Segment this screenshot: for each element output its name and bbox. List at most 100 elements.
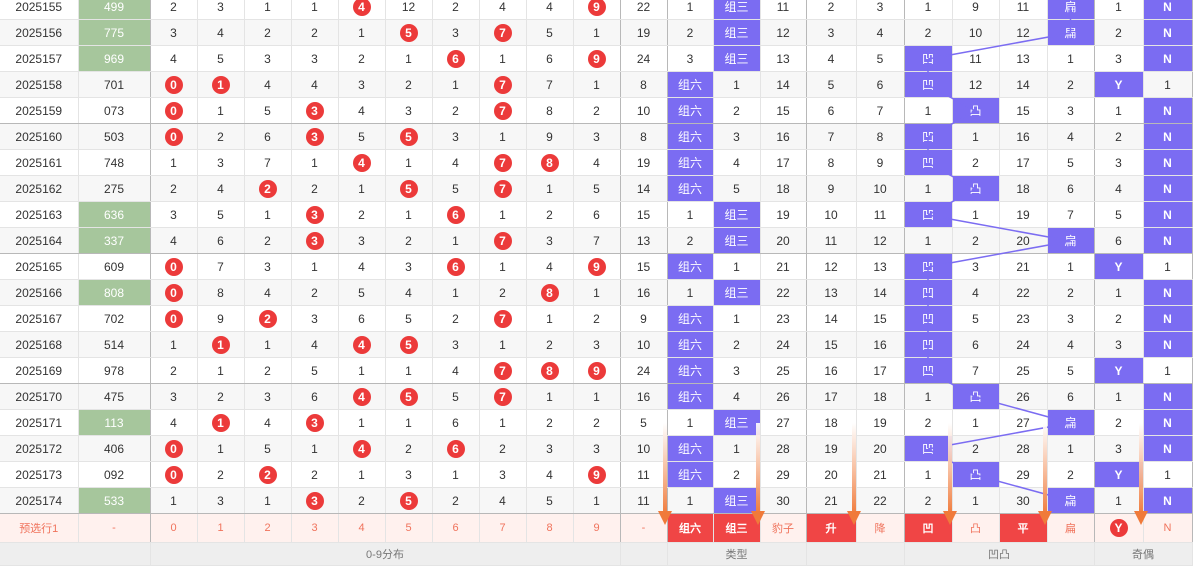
preselect-type-0[interactable]: 组六 — [667, 513, 714, 543]
preselect-updown-0[interactable]: 升 — [806, 513, 857, 543]
digit-2-cell: 3 — [244, 383, 292, 410]
preselect-digit-9[interactable]: 9 — [573, 513, 621, 543]
type-cell-1: 组三 — [713, 19, 761, 46]
updown-cell-0: 18 — [806, 409, 857, 436]
digit-6-cell: 4 — [432, 357, 480, 384]
digit-6-cell: 2 — [432, 97, 480, 124]
issue-cell: 2025174 — [0, 487, 79, 514]
issue-cell: 2025166 — [0, 279, 79, 306]
preselect-odd-0[interactable]: Y — [1094, 513, 1144, 543]
digit-1-cell: 6 — [197, 227, 245, 254]
red-ball: 6 — [446, 257, 465, 276]
digit-3-cell: 3 — [291, 305, 339, 332]
preselect-digit-7[interactable]: 7 — [479, 513, 527, 543]
digit-5-cell: 1 — [385, 357, 433, 384]
updown-cell-0: 17 — [806, 383, 857, 410]
digit-3-cell: 1 — [291, 149, 339, 176]
preselect-type-1[interactable]: 组三 — [713, 513, 761, 543]
preselect-shape-1[interactable]: 凸 — [952, 513, 1000, 543]
red-ball: 1 — [211, 75, 230, 94]
updown-cell-1: 15 — [856, 305, 905, 332]
type-cell-1: 组三 — [713, 279, 761, 306]
preselect-digit-3[interactable]: 3 — [291, 513, 339, 543]
shape-cell-3: 5 — [1047, 357, 1095, 384]
sum-cell: 19 — [620, 149, 668, 176]
digit-8-cell: 8 — [526, 97, 574, 124]
updown-cell-1: 20 — [856, 435, 905, 462]
type-cell-0: 组六 — [667, 71, 714, 98]
digit-6-cell: 5 — [432, 175, 480, 202]
type-cell-2: 12 — [760, 19, 807, 46]
type-cell-0: 组六 — [667, 357, 714, 384]
digit-9-cell: 1 — [573, 487, 621, 514]
digit-8-cell: 1 — [526, 383, 574, 410]
digit-1-cell: 2 — [197, 383, 245, 410]
preselect-digit-5[interactable]: 5 — [385, 513, 433, 543]
odd-cell-0: 1 — [1094, 487, 1144, 514]
digit-8-cell: 5 — [526, 19, 574, 46]
preselect-shape-3[interactable]: 扁 — [1047, 513, 1095, 543]
type-cell-1: 1 — [713, 253, 761, 280]
preselect-digit-6[interactable]: 6 — [432, 513, 480, 543]
digit-8-cell: 3 — [526, 227, 574, 254]
type-cell-1: 组三 — [713, 45, 761, 72]
updown-cell-1: 17 — [856, 357, 905, 384]
digit-4-cell: 5 — [338, 279, 386, 306]
digit-5-cell: 2 — [385, 435, 433, 462]
digit-7-cell: 2 — [479, 279, 527, 306]
issue-cell: 2025155 — [0, 0, 79, 20]
sum-cell: 24 — [620, 357, 668, 384]
preselect-digit-0[interactable]: 0 — [150, 513, 198, 543]
digit-4-cell: 2 — [338, 201, 386, 228]
shape-cell-1: 10 — [952, 19, 1000, 46]
sum-cell: 16 — [620, 279, 668, 306]
shape-cell-2: 26 — [999, 383, 1048, 410]
digit-1-cell: 8 — [197, 279, 245, 306]
shape-cell-2: 30 — [999, 487, 1048, 514]
digit-2-cell: 3 — [244, 253, 292, 280]
preselect-odd-1[interactable]: N — [1143, 513, 1193, 543]
issue-cell: 2025170 — [0, 383, 79, 410]
digit-5-cell: 4 — [385, 279, 433, 306]
digit-8-cell: 9 — [526, 123, 574, 150]
shape-cell-0: 凹 — [904, 201, 953, 228]
digit-9-cell: 5 — [573, 175, 621, 202]
digit-9-cell: 1 — [573, 279, 621, 306]
issue-cell: 2025173 — [0, 461, 79, 488]
digit-9-cell: 9 — [573, 45, 621, 72]
odd-cell-1: N — [1143, 149, 1193, 176]
type-cell-2: 28 — [760, 435, 807, 462]
digit-6-cell: 2 — [432, 305, 480, 332]
digit-6-cell: 3 — [432, 123, 480, 150]
updown-cell-0: 12 — [806, 253, 857, 280]
shape-cell-1: 1 — [952, 409, 1000, 436]
preselect-type-2[interactable]: 豹子 — [760, 513, 807, 543]
digit-4-cell: 2 — [338, 487, 386, 514]
shape-cell-3: 3 — [1047, 97, 1095, 124]
shape-cell-2: 13 — [999, 45, 1048, 72]
odd-cell-1: N — [1143, 45, 1193, 72]
table-row: 2025171 113 4 1 4 3 1 1 6 1 2 2 5 1 组三 27 18 19 2 1 27 扁 2 N — [0, 409, 1193, 436]
sum-cell: 15 — [620, 253, 668, 280]
red-ball: 3 — [305, 101, 324, 120]
digit-3-cell: 2 — [291, 175, 339, 202]
type-cell-2: 14 — [760, 71, 807, 98]
preselect-updown-1[interactable]: 降 — [856, 513, 905, 543]
preselect-digit-4[interactable]: 4 — [338, 513, 386, 543]
preselect-digit-1[interactable]: 1 — [197, 513, 245, 543]
preselect-shape-2[interactable]: 平 — [999, 513, 1048, 543]
odd-cell-1: 1 — [1143, 71, 1193, 98]
type-cell-0: 3 — [667, 45, 714, 72]
type-cell-0: 组六 — [667, 383, 714, 410]
preselect-digit-8[interactable]: 8 — [526, 513, 574, 543]
updown-cell-1: 19 — [856, 409, 905, 436]
red-ball: 9 — [587, 361, 606, 380]
issue-cell: 2025159 — [0, 97, 79, 124]
footer-updown-blank — [806, 542, 905, 566]
shape-cell-3: 扁 — [1047, 227, 1095, 254]
preselect-row[interactable]: 预选行1-0 1 2 3 4 5 6 7 8 9- 组六 组三 豹子升降凹凸平扁 Y N — [0, 513, 1193, 543]
preselect-digit-2[interactable]: 2 — [244, 513, 292, 543]
preselect-shape-0[interactable]: 凹 — [904, 513, 953, 543]
digit-6-cell: 3 — [432, 331, 480, 358]
draw-number-cell: 636 — [78, 201, 151, 228]
